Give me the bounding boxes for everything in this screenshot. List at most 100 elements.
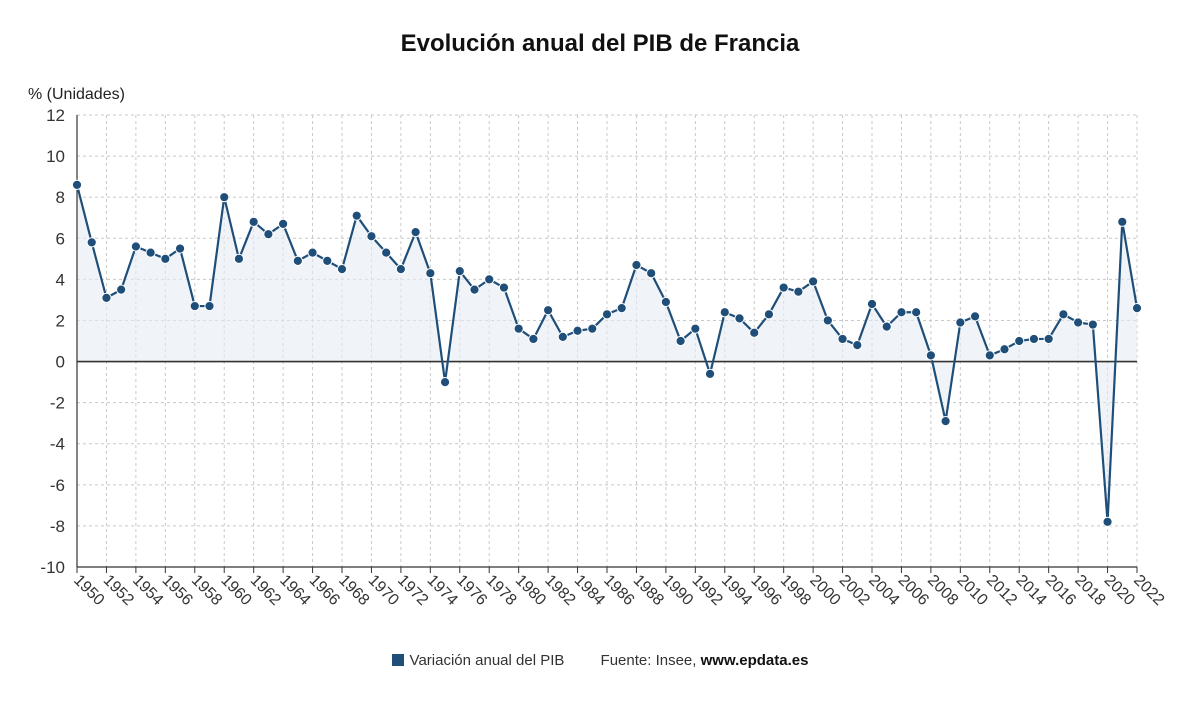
- data-point: [174, 243, 186, 254]
- x-tick-label: 1970: [365, 572, 402, 609]
- data-point: [425, 268, 436, 279]
- data-point: [969, 311, 981, 322]
- source-prefix: Fuente: Insee,: [600, 652, 697, 669]
- x-tick-label: 2008: [924, 572, 961, 609]
- data-point: [498, 282, 510, 293]
- x-tick-label: 2010: [954, 572, 991, 609]
- x-tick-label: 1978: [482, 572, 519, 609]
- data-point: [439, 376, 451, 388]
- legend-entry: Variación anual del PIB: [409, 652, 565, 669]
- x-tick-label: 1964: [276, 572, 313, 609]
- data-point: [145, 247, 156, 258]
- data-point: [704, 368, 716, 379]
- x-tick-label: 1968: [335, 572, 372, 609]
- data-point: [1043, 333, 1054, 345]
- data-point: [410, 227, 421, 238]
- data-point: [1028, 333, 1040, 345]
- x-tick-label: 1952: [100, 572, 137, 609]
- x-tick-label: 2020: [1101, 572, 1138, 609]
- data-point: [587, 323, 598, 334]
- x-tick-label: 1972: [394, 572, 431, 609]
- y-tick-label: -4: [50, 435, 65, 454]
- x-tick-label: 1966: [306, 572, 343, 609]
- data-point: [292, 255, 303, 266]
- x-tick-label: 2004: [865, 572, 902, 609]
- x-tick-label: 1958: [188, 572, 225, 609]
- data-point: [778, 282, 789, 293]
- x-tick-label: 2012: [983, 572, 1020, 609]
- data-point: [646, 268, 657, 279]
- data-point: [189, 300, 200, 312]
- x-tick-label: 1986: [600, 572, 637, 609]
- data-point: [557, 331, 568, 342]
- data-point: [852, 340, 863, 351]
- x-tick-label: 1980: [512, 572, 549, 609]
- x-tick-label: 2018: [1071, 572, 1108, 609]
- legend-swatch: [391, 654, 404, 666]
- data-point: [130, 241, 141, 252]
- data-point: [896, 307, 907, 318]
- x-tick-label: 1956: [159, 572, 196, 609]
- data-point: [984, 350, 995, 361]
- x-tick-label: 1984: [571, 572, 608, 609]
- data-point: [749, 327, 760, 338]
- data-point: [955, 317, 966, 328]
- x-tick-label: 2006: [895, 572, 932, 609]
- x-tick-label: 2016: [1042, 572, 1079, 609]
- y-tick-label: 8: [56, 188, 65, 207]
- data-point: [248, 216, 259, 227]
- data-point: [1058, 309, 1069, 320]
- data-point: [528, 333, 539, 345]
- x-tick-label: 2014: [1012, 572, 1049, 609]
- data-point: [616, 303, 627, 314]
- data-point: [366, 231, 377, 242]
- y-tick-label: 0: [56, 353, 65, 372]
- data-point: [793, 286, 804, 297]
- data-point: [322, 255, 333, 266]
- data-point: [822, 315, 833, 326]
- data-point: [219, 192, 230, 203]
- data-point: [940, 416, 951, 427]
- data-point: [808, 276, 819, 287]
- y-tick-label: -2: [50, 394, 65, 413]
- y-tick-label: 2: [56, 311, 65, 330]
- data-point: [307, 247, 318, 258]
- data-point: [631, 259, 642, 271]
- data-point: [160, 253, 171, 264]
- chart-title: Evolución anual del PIB de Francia: [400, 30, 800, 57]
- data-point: [572, 325, 583, 336]
- data-point: [881, 321, 892, 332]
- x-tick-label: 1982: [541, 572, 578, 609]
- x-tick-label: 1960: [217, 572, 254, 609]
- y-tick-label: 4: [56, 270, 65, 289]
- data-point: [866, 298, 878, 310]
- data-point: [925, 350, 936, 361]
- data-point: [513, 323, 524, 334]
- y-tick-label: 12: [46, 106, 65, 125]
- x-tick-label: 2022: [1130, 572, 1167, 609]
- data-point: [719, 307, 730, 318]
- x-tick-label: 1954: [129, 572, 166, 609]
- data-point: [469, 284, 480, 295]
- data-point: [233, 253, 245, 264]
- data-point: [601, 309, 613, 320]
- y-tick-label: -10: [40, 558, 65, 577]
- source-site[interactable]: www.epdata.es: [700, 652, 809, 669]
- data-point: [660, 296, 671, 308]
- data-point: [86, 237, 97, 248]
- data-point: [1014, 335, 1025, 347]
- y-tick-label: -8: [50, 517, 65, 536]
- x-tick-label: 1994: [718, 572, 755, 609]
- data-point: [1102, 516, 1113, 527]
- x-tick-label: 1992: [689, 572, 726, 609]
- data-point: [837, 333, 848, 345]
- source-note: Fuente: Insee, www.epdata.es: [601, 652, 809, 669]
- data-point: [454, 266, 465, 277]
- data-point: [999, 344, 1010, 355]
- data-point: [336, 263, 348, 275]
- data-point: [1087, 319, 1098, 330]
- data-point: [351, 210, 362, 221]
- data-point: [763, 309, 775, 320]
- data-point: [675, 335, 686, 347]
